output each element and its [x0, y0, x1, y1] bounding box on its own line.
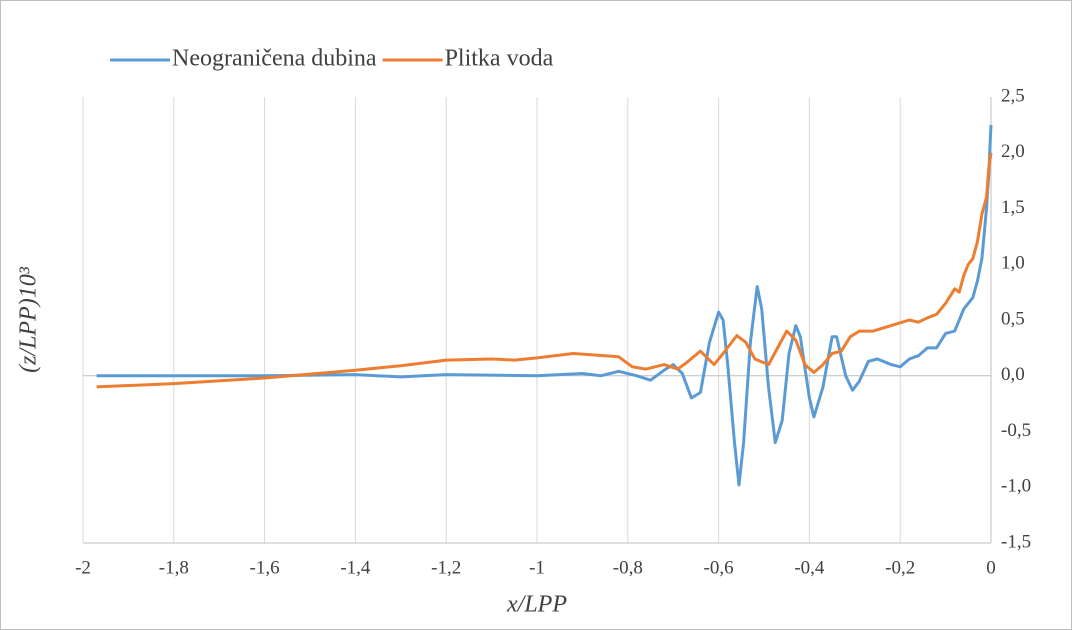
x-tick-label: -2: [75, 557, 91, 578]
legend-label: Neograničena dubina: [172, 46, 377, 72]
x-tick-label: -0,2: [885, 557, 915, 578]
x-tick-label: 0: [986, 557, 996, 578]
x-tick-label: -1: [529, 557, 545, 578]
x-tick-label: -0,8: [613, 557, 643, 578]
x-tick-label: -1,8: [159, 557, 189, 578]
y-tick-label: 0,5: [1001, 308, 1025, 329]
y-axis-label: (z/LPP)10³: [16, 266, 42, 373]
y-tick-label: -1,5: [1001, 531, 1031, 552]
series-line: [96, 124, 993, 487]
y-tick-label: 0,0: [1001, 364, 1025, 385]
x-tick-label: -1,4: [340, 557, 371, 578]
y-tick-label: 2,0: [1001, 141, 1025, 162]
series-line: [96, 152, 993, 389]
y-tick-label: 1,0: [1001, 253, 1025, 274]
x-axis-label: x/LPP: [506, 592, 567, 618]
y-tick-label: 2,5: [1001, 85, 1025, 106]
legend-label: Plitka voda: [445, 46, 554, 72]
x-tick-label: -0,4: [794, 557, 825, 578]
x-tick-label: -1,6: [250, 557, 280, 578]
x-tick-label: -1,2: [431, 557, 461, 578]
x-tick-label: -0,6: [704, 557, 734, 578]
y-tick-label: -1,0: [1001, 476, 1031, 497]
y-tick-label: 1,5: [1001, 197, 1025, 218]
y-tick-label: -0,5: [1001, 420, 1031, 441]
